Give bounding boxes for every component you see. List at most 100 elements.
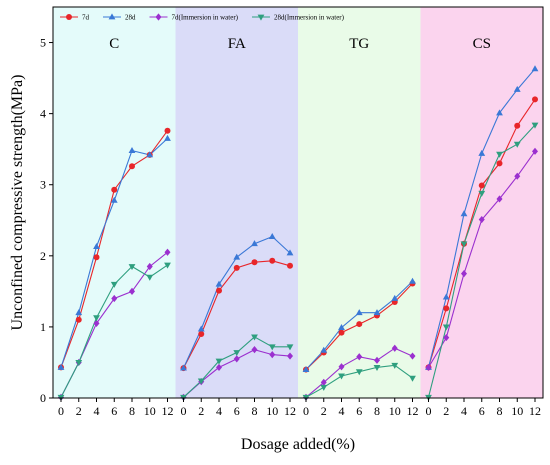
panel-background-tg [298,7,421,398]
data-point-cs-3-5 [513,141,521,148]
data-point-tg-0-3 [356,321,363,328]
data-point-c-3-4 [128,264,136,271]
data-point-cs-2-6 [532,147,538,155]
x-tick-label: 12 [162,404,174,418]
x-tick-label: 6 [356,404,362,418]
data-point-tg-1-1 [320,346,328,353]
x-tick-label: 0 [426,404,432,418]
panel-label-cs: CS [473,36,491,52]
legend-marker-3 [257,14,265,21]
data-point-fa-0-5 [269,257,276,264]
panel-label-c: C [109,36,119,52]
data-point-cs-2-2 [461,269,467,278]
data-point-c-1-0 [57,363,65,370]
data-point-fa-0-4 [251,259,258,266]
data-point-cs-2-1 [443,333,450,342]
x-tick-label: 4 [216,404,222,418]
data-point-cs-1-1 [442,293,450,300]
y-tick-label: 2 [40,249,46,263]
panel-label-fa: FA [228,36,246,52]
data-point-tg-3-5 [391,362,399,369]
data-point-c-3-5 [146,274,154,281]
data-point-c-1-2 [93,242,100,249]
x-tick-label: 2 [443,404,449,418]
data-point-tg-2-1 [320,378,327,386]
data-point-fa-1-3 [233,253,241,260]
data-point-fa-1-5 [268,233,276,240]
y-tick-label: 5 [40,36,46,50]
panel-background-cs [420,7,543,398]
data-point-fa-1-6 [286,249,294,256]
x-tick-label: 8 [129,404,135,418]
data-point-c-1-5 [146,151,154,158]
data-point-tg-2-4 [374,356,380,364]
data-point-fa-1-4 [251,240,258,247]
data-point-tg-0-2 [338,329,345,336]
data-point-cs-1-3 [478,149,486,156]
x-tick-label: 12 [407,404,419,418]
x-tick-label: 8 [374,404,380,418]
data-point-c-0-4 [129,163,135,170]
data-point-fa-1-1 [197,325,205,332]
data-point-cs-0-6 [532,96,538,103]
data-point-tg-2-6 [409,352,416,360]
data-point-fa-2-3 [233,355,240,363]
data-point-c-2-3 [111,294,118,303]
data-point-tg-1-6 [409,277,416,284]
data-point-cs-2-4 [496,195,503,203]
data-point-tg-2-5 [391,344,398,352]
data-point-tg-1-0 [302,365,310,372]
panel-backgrounds [53,7,543,398]
data-point-fa-2-2 [216,363,222,372]
x-tick-label: 2 [198,404,204,418]
panel-background-fa [175,7,298,398]
data-point-cs-2-5 [514,172,521,180]
data-point-c-1-1 [75,309,83,316]
x-tick-label: 6 [479,404,485,418]
data-point-tg-1-3 [355,309,363,316]
data-point-c-3-1 [75,360,83,367]
legend-marker-0 [66,14,72,20]
data-point-cs-2-0 [425,363,432,372]
x-tick-label: 2 [76,404,82,418]
data-point-fa-1-2 [215,280,223,287]
data-point-cs-0-4 [496,160,503,167]
panel-label-tg: TG [349,36,369,52]
data-point-tg-1-4 [373,309,381,316]
x-tick-label: 10 [511,404,523,418]
x-tick-label: 6 [111,404,117,418]
data-point-cs-1-6 [531,65,539,72]
data-point-c-2-2 [93,319,100,327]
data-point-cs-3-6 [531,122,539,129]
data-point-fa-1-0 [180,364,187,371]
data-point-c-0-2 [93,254,100,261]
data-point-cs-2-3 [478,215,485,224]
data-point-fa-0-1 [198,331,205,338]
data-point-cs-1-2 [460,210,468,217]
data-point-cs-3-4 [496,151,503,158]
x-tick-label: 10 [389,404,401,418]
data-point-fa-0-6 [287,262,293,269]
data-point-cs-1-4 [496,109,503,116]
data-point-tg-2-3 [356,353,363,361]
legend-label-2: 7d(Immersion in water) [172,14,239,22]
data-point-cs-0-3 [478,182,485,189]
legend: 7d 28d 7d(Immersion in water) 28d(Immersion… [60,13,345,22]
data-point-c-1-4 [128,147,136,154]
data-point-fa-2-4 [251,346,258,354]
data-point-cs-3-3 [478,190,486,197]
x-tick-label: 10 [144,404,156,418]
legend-label-3: 28d(Immersion in water) [274,14,345,22]
data-point-fa-3-4 [251,334,258,341]
panel-labels: C FA TG CS [109,36,491,52]
data-point-fa-3-3 [233,350,241,357]
x-tick-label: 0 [303,404,309,418]
x-tick-label: 0 [58,404,64,418]
x-tick-label: 4 [94,404,100,418]
data-point-tg-3-6 [409,375,416,382]
data-point-cs-0-1 [443,305,450,312]
x-tick-label: 4 [339,404,345,418]
y-axis-title: Unconfined compressive strength(MPa) [9,75,26,331]
data-point-fa-3-2 [215,358,223,365]
data-point-c-1-6 [164,134,171,141]
